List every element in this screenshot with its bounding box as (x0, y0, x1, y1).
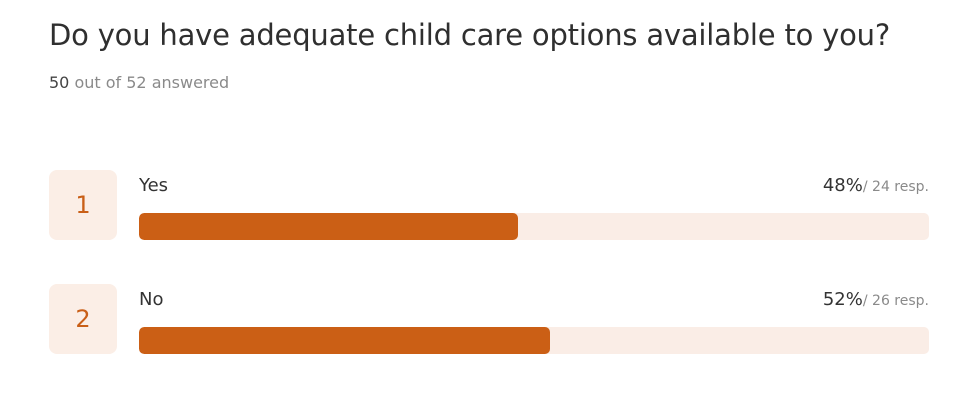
bar-fill-no (139, 327, 550, 354)
question-title: Do you have adequate child care options … (49, 18, 891, 52)
bar-track (139, 213, 929, 240)
option-stats: 48%/ 24 resp. (823, 175, 929, 196)
option-label: No (139, 289, 164, 310)
option-row-yes: 1 Yes 48%/ 24 resp. (49, 170, 929, 242)
answered-count: 50 (49, 73, 70, 92)
option-response-count: / 24 resp. (862, 179, 929, 195)
option-percent: 52% (822, 289, 863, 310)
bar-fill-yes (139, 213, 519, 240)
bar-track (139, 327, 929, 354)
option-number-badge: 1 (49, 170, 117, 240)
option-response-count: / 26 resp. (862, 293, 929, 309)
answered-summary: 50 out of 52 answered (49, 73, 229, 92)
option-row-no: 2 No 52%/ 26 resp. (49, 284, 929, 356)
option-stats: 52%/ 26 resp. (823, 289, 929, 310)
option-label: Yes (139, 175, 169, 196)
option-percent: 48% (822, 175, 863, 196)
option-number-badge: 2 (49, 284, 117, 354)
answered-suffix: out of 52 answered (74, 73, 230, 92)
